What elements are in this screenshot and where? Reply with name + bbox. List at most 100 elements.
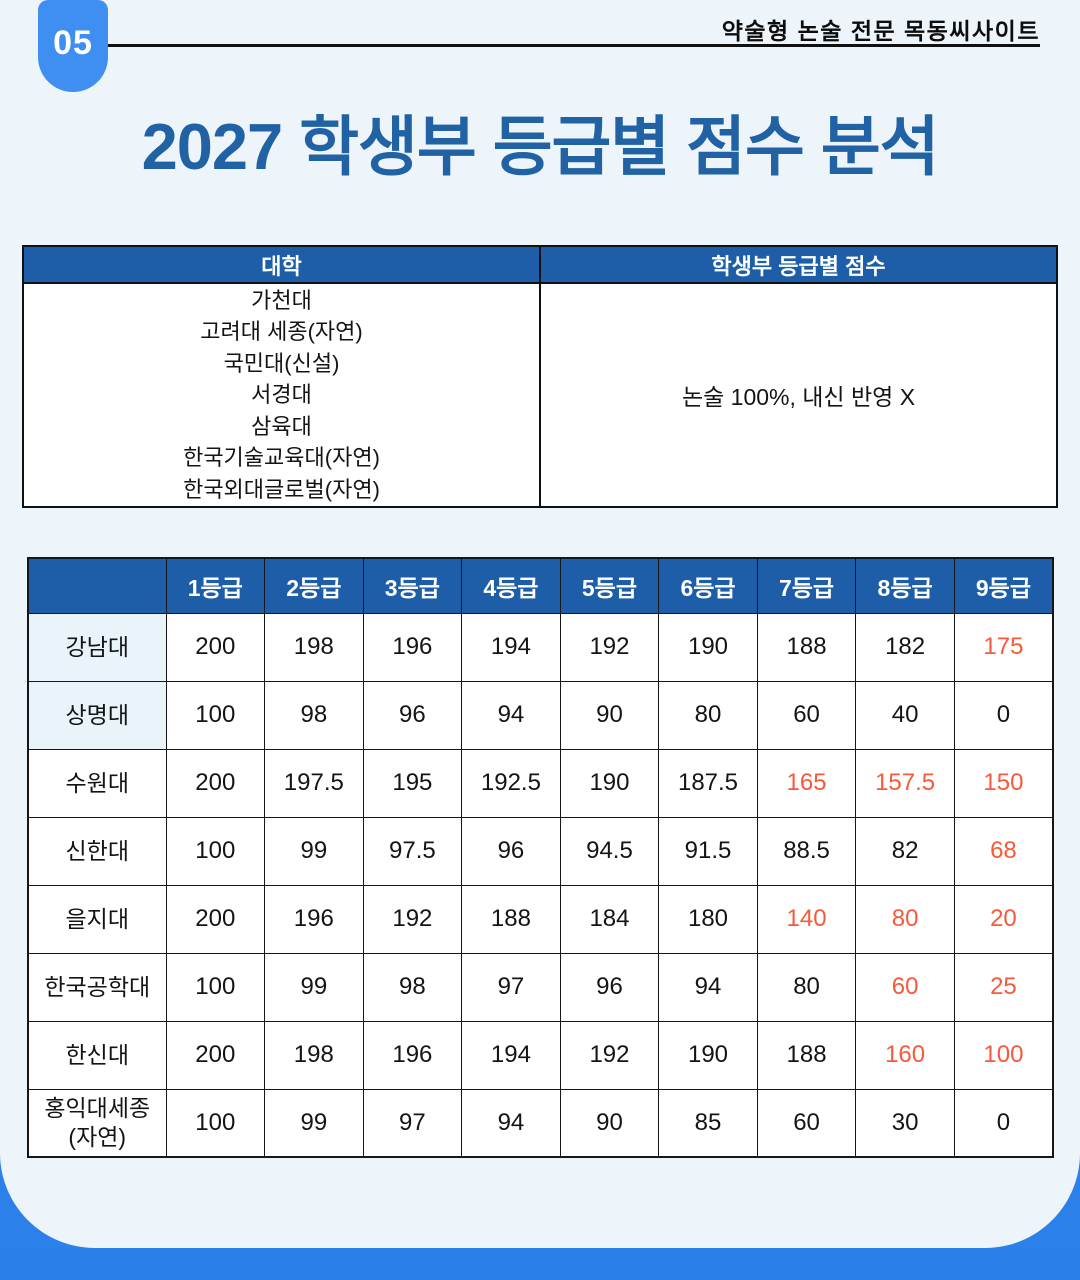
score-cell: 0 [953,680,1054,750]
score-cell: 150 [953,748,1054,818]
score-cell: 98 [362,952,463,1022]
score-cell: 200 [165,1020,266,1090]
score-cell: 175 [953,612,1054,682]
score-cell: 100 [165,680,266,750]
university-name-cell: 강남대 [27,612,167,682]
university-name-cell: 한국공학대 [27,952,167,1022]
score-cell: 100 [165,1088,266,1158]
university-name-cell: 한신대 [27,1020,167,1090]
score-cell: 0 [953,1088,1054,1158]
score-row: 한신대 200 198 196 194 192 190 188 160 100 [27,1020,1054,1090]
score-cell: 94 [461,1088,561,1158]
score-cell: 85 [658,1088,758,1158]
score-cell: 30 [855,1088,955,1158]
score-cell: 192 [559,1020,660,1090]
score-cell: 80 [855,884,955,954]
score-cell: 90 [559,680,660,750]
score-cell: 195 [362,748,463,818]
score-cell: 160 [855,1020,955,1090]
summary-university-list: 가천대 고려대 세종(자연) 국민대(신설) 서경대 삼육대 한국기술교육대(자연) 한국외… [22,282,541,508]
score-cell: 88.5 [756,816,857,886]
score-cell: 180 [658,884,758,954]
score-cell: 60 [855,952,955,1022]
score-header-grade-3: 3등급 [362,557,463,614]
score-row: 상명대 100 98 96 94 90 80 60 40 0 [27,680,1054,750]
score-row: 한국공학대 100 99 98 97 96 94 80 60 25 [27,952,1054,1022]
score-cell: 157.5 [855,748,955,818]
score-cell: 197.5 [264,748,364,818]
summary-header-university: 대학 [22,245,541,284]
score-cell: 80 [658,680,758,750]
summary-header-score: 학생부 등급별 점수 [539,245,1058,284]
score-cell: 190 [658,1020,758,1090]
university-list-item: 서경대 [251,382,312,408]
score-cell: 100 [165,816,266,886]
score-cell: 140 [756,884,857,954]
score-header-grade-1: 1등급 [165,557,266,614]
score-header-corner [27,557,167,614]
score-header-grade-4: 4등급 [461,557,561,614]
score-header-grade-6: 6등급 [658,557,758,614]
score-cell: 200 [165,748,266,818]
summary-body-row: 가천대 고려대 세종(자연) 국민대(신설) 서경대 삼육대 한국기술교육대(자연) 한국외… [22,282,1058,508]
score-cell: 99 [264,952,364,1022]
score-header-grade-7: 7등급 [756,557,857,614]
score-header-grade-2: 2등급 [264,557,364,614]
score-cell: 96 [362,680,463,750]
page-title: 2027 학생부 등급별 점수 분석 [141,110,940,183]
score-cell: 194 [461,1020,561,1090]
score-cell: 188 [756,612,857,682]
score-row: 신한대 100 99 97.5 96 94.5 91.5 88.5 82 68 [27,816,1054,886]
score-cell: 97.5 [362,816,463,886]
score-table: 1등급 2등급 3등급 4등급 5등급 6등급 7등급 8등급 9등급 강남대 200 198 196… [27,557,1054,1158]
score-cell: 187.5 [658,748,758,818]
score-header-grade-5: 5등급 [559,557,660,614]
score-row: 수원대 200 197.5 195 192.5 190 187.5 165 157.5 150 [27,748,1054,818]
score-cell: 94.5 [559,816,660,886]
score-cell: 99 [264,1088,364,1158]
university-list-item: 한국기술교육대(자연) [183,445,380,471]
university-list-item: 삼육대 [251,413,312,439]
score-cell: 196 [264,884,364,954]
score-cell: 97 [362,1088,463,1158]
score-cell: 194 [461,612,561,682]
score-cell: 192 [559,612,660,682]
score-cell: 96 [559,952,660,1022]
university-list-item: 국민대(신설) [223,350,340,376]
score-cell: 192.5 [461,748,561,818]
score-cell: 188 [461,884,561,954]
score-cell: 20 [953,884,1054,954]
score-header-grade-9: 9등급 [953,557,1054,614]
score-cell: 188 [756,1020,857,1090]
header-divider [108,44,1040,47]
score-cell: 200 [165,612,266,682]
score-cell: 99 [264,816,364,886]
score-cell: 96 [461,816,561,886]
score-cell: 94 [461,680,561,750]
score-cell: 100 [165,952,266,1022]
university-list-item: 가천대 [251,287,312,313]
university-list-item: 고려대 세종(자연) [200,319,363,345]
score-cell: 165 [756,748,857,818]
score-header-grade-8: 8등급 [855,557,955,614]
score-cell: 94 [658,952,758,1022]
score-cell: 200 [165,884,266,954]
content-card: 05 약술형 논술 전문 목동씨사이트 2027 학생부 등급별 점수 분석 대… [0,0,1080,1248]
score-cell: 68 [953,816,1054,886]
score-row: 을지대 200 196 192 188 184 180 140 80 20 [27,884,1054,954]
score-cell: 80 [756,952,857,1022]
section-number-badge: 05 [38,0,108,92]
score-header-row: 1등급 2등급 3등급 4등급 5등급 6등급 7등급 8등급 9등급 [27,557,1054,614]
score-cell: 196 [362,1020,463,1090]
summary-header-row: 대학 학생부 등급별 점수 [22,245,1058,284]
score-cell: 91.5 [658,816,758,886]
summary-note: 논술 100%, 내신 반영 X [539,282,1058,508]
university-name-cell: 상명대 [27,680,167,750]
score-cell: 82 [855,816,955,886]
score-cell: 25 [953,952,1054,1022]
score-cell: 198 [264,1020,364,1090]
score-cell: 182 [855,612,955,682]
score-cell: 40 [855,680,955,750]
score-cell: 198 [264,612,364,682]
